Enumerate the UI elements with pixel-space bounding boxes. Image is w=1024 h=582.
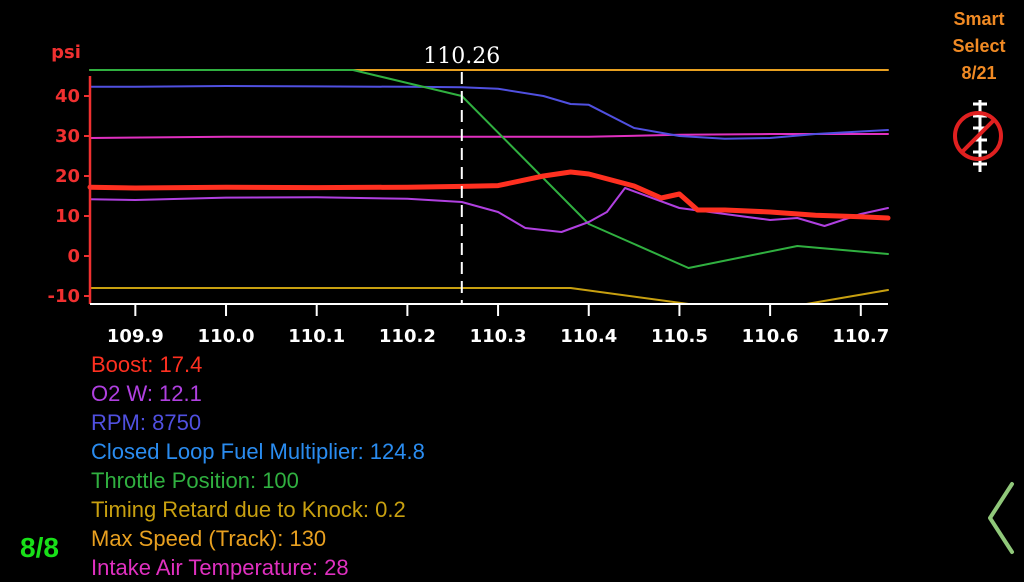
legend-item[interactable]: Throttle Position: 100: [91, 468, 299, 493]
legend-item[interactable]: RPM: 8750: [91, 410, 202, 435]
x-tick-label: 110.7: [832, 326, 889, 347]
series-line-2: [89, 85, 889, 140]
legend-item[interactable]: Boost: 17.4: [91, 352, 203, 377]
smart-select-label-2: Select: [952, 36, 1006, 56]
smart-select-count: 8/21: [961, 63, 997, 83]
series-line-4: [89, 287, 889, 305]
x-tick-label: 110.6: [742, 326, 799, 347]
y-tick-label: 40: [55, 86, 80, 107]
no-tool-icon[interactable]: [949, 96, 1007, 176]
y-tick-label: 20: [55, 166, 80, 187]
series-line-1: [89, 133, 889, 139]
series-line-6: [87, 169, 891, 221]
legend-item[interactable]: O2 W: 12.1: [91, 381, 202, 406]
x-tick-label: 109.9: [107, 326, 164, 347]
x-tick-label: 110.2: [379, 326, 436, 347]
series-line-3: [89, 69, 889, 269]
y-tick-label: -10: [47, 286, 80, 307]
legend-item[interactable]: Intake Air Temperature: 28: [91, 555, 349, 580]
y-tick-label: 30: [55, 126, 80, 147]
cursor-value-label: 110.26: [423, 44, 500, 69]
cursor-layer[interactable]: 110.26: [423, 44, 500, 304]
x-tick-label: 110.4: [560, 326, 617, 347]
series-line-5: [89, 187, 889, 233]
x-tick-label: 110.0: [198, 326, 255, 347]
legend-item[interactable]: Closed Loop Fuel Multiplier: 124.8: [91, 439, 425, 464]
x-tick-label: 110.1: [288, 326, 345, 347]
page-counter: 8/8: [20, 532, 59, 563]
chevron-left-icon[interactable]: [982, 478, 1022, 558]
axis-layer: -10 0 10 20 30 40 109.9 110.0 110.1 110.2 110.3 110…: [47, 76, 889, 347]
legend-item[interactable]: Timing Retard due to Knock: 0.2: [91, 497, 406, 522]
x-tick-label: 110.5: [651, 326, 708, 347]
legend: Boost: 17.4 O2 W: 12.1 RPM: 8750 Closed Loo…: [91, 350, 425, 582]
smart-select-button[interactable]: Smart Select 8/21: [930, 6, 1024, 87]
series-layer: [87, 69, 891, 305]
y-tick-label: 10: [55, 206, 80, 227]
legend-item[interactable]: Max Speed (Track): 130: [91, 526, 327, 551]
y-tick-label: 0: [67, 246, 80, 267]
x-tick-label: 110.3: [470, 326, 527, 347]
smart-select-label-1: Smart: [953, 9, 1005, 29]
y-axis-label: psi: [51, 42, 81, 63]
